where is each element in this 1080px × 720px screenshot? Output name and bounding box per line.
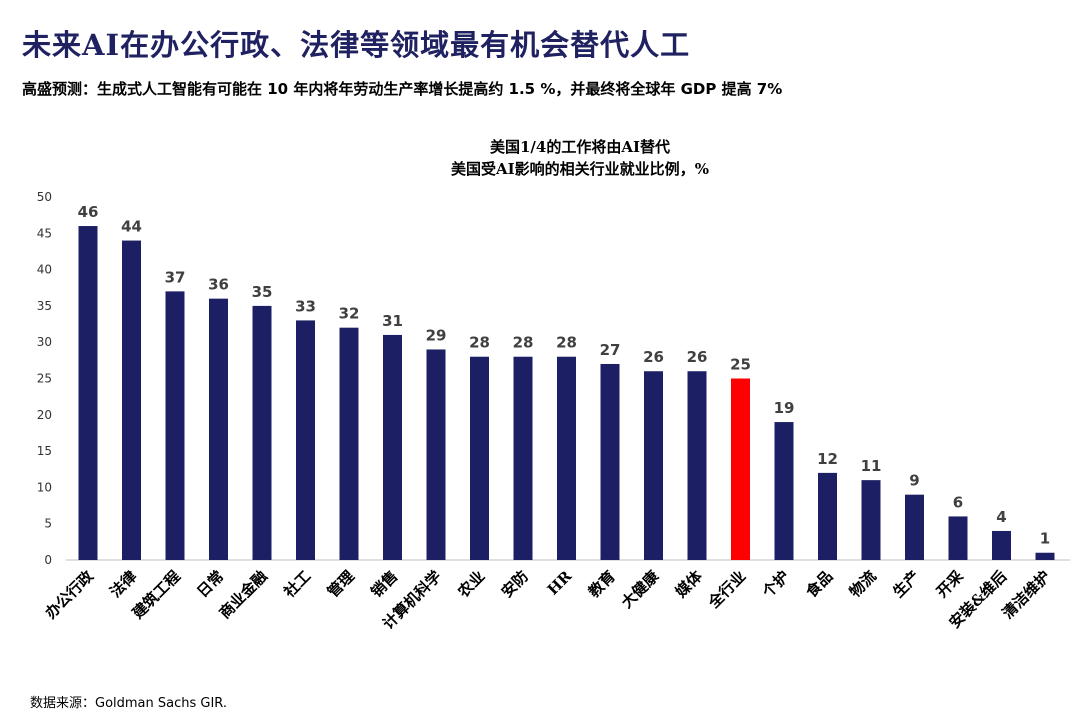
- x-category-label: 清洁维护: [999, 567, 1054, 622]
- bar: [383, 334, 402, 560]
- y-tick-label: 30: [37, 335, 52, 349]
- y-tick-label: 35: [37, 299, 52, 313]
- y-tick-label: 0: [44, 553, 52, 567]
- bar-value-label: 26: [687, 348, 708, 366]
- bar: [818, 472, 837, 560]
- bar: [948, 516, 968, 560]
- y-tick-label: 25: [37, 372, 52, 386]
- y-tick-label: 45: [37, 226, 52, 240]
- x-category-label: 法律: [106, 567, 140, 601]
- x-category-label: 日常: [193, 567, 227, 601]
- x-category-label: HR: [544, 567, 576, 599]
- bar-value-label: 28: [513, 334, 534, 352]
- bar-value-label: 9: [909, 472, 919, 490]
- x-category-label: 大健康: [618, 566, 663, 611]
- y-tick-label: 10: [37, 480, 52, 494]
- bar: [339, 327, 359, 560]
- x-category-label: 开采: [933, 566, 968, 601]
- x-category-label: 办公行政: [42, 566, 98, 622]
- bar-value-label: 12: [817, 450, 838, 468]
- bar: [78, 226, 98, 561]
- bar: [252, 305, 272, 560]
- x-category-label: 管理: [324, 567, 358, 601]
- x-category-label: 个护: [758, 567, 793, 602]
- bar: [165, 291, 185, 560]
- page-subtitle: 高盛预测：生成式人工智能有可能在 10 年内将年劳动生产率增长提高约 1.5 %…: [22, 80, 783, 98]
- bar: [731, 378, 750, 560]
- x-category-label: 农业: [454, 567, 489, 602]
- bar: [296, 320, 315, 560]
- x-category-label: 全行业: [704, 567, 749, 612]
- bar-value-label: 26: [643, 348, 664, 366]
- x-category-label: 物流: [846, 567, 880, 601]
- source-note: 数据来源：Goldman Sachs GIR.: [30, 696, 228, 711]
- bar: [470, 356, 489, 560]
- bar: [209, 298, 228, 560]
- chart-title-block: 美国1/4的工作将由AI替代 美国受AI影响的相关行业就业比例，%: [0, 136, 1080, 180]
- x-category-label: 安防: [498, 567, 532, 601]
- y-tick-label: 50: [37, 190, 52, 204]
- bar-value-label: 1: [1040, 530, 1050, 548]
- page-title: 未来AI在办公行政、法律等领域最有机会替代人工: [22, 28, 691, 62]
- bar-value-label: 44: [121, 218, 142, 236]
- bar-value-label: 32: [339, 305, 360, 323]
- bar: [122, 240, 141, 560]
- y-tick-label: 5: [44, 517, 52, 531]
- bar-value-label: 46: [78, 203, 99, 221]
- bar-value-label: 27: [600, 341, 621, 359]
- y-tick-label: 20: [37, 408, 52, 422]
- bar-value-label: 35: [252, 283, 273, 301]
- bar-value-label: 36: [208, 276, 229, 294]
- x-category-label: 商业金融: [216, 567, 271, 622]
- bar-value-label: 28: [469, 334, 490, 352]
- bar: [644, 371, 663, 560]
- bar: [861, 480, 881, 560]
- bar: [992, 530, 1011, 560]
- bar-value-label: 11: [861, 457, 882, 475]
- bar: [774, 422, 794, 560]
- bar: [513, 356, 533, 560]
- bar: [557, 356, 576, 560]
- bar-value-label: 4: [996, 508, 1006, 526]
- x-category-label: 社工: [280, 567, 315, 602]
- bar-value-label: 6: [953, 493, 963, 511]
- bar-value-label: 29: [426, 326, 447, 344]
- y-tick-label: 15: [37, 444, 52, 458]
- bar-value-label: 19: [774, 399, 795, 417]
- bar: [687, 371, 707, 560]
- x-category-label: 销售: [367, 567, 401, 601]
- bar-value-label: 31: [382, 312, 403, 330]
- bar: [426, 349, 446, 560]
- bar: [1035, 552, 1055, 560]
- x-category-label: 食品: [802, 567, 836, 601]
- bar-value-label: 37: [165, 268, 186, 286]
- y-tick-label: 40: [37, 263, 52, 277]
- chart-title: 美国1/4的工作将由AI替代: [489, 138, 670, 156]
- bar: [905, 494, 924, 560]
- x-category-label: 教育: [584, 567, 619, 602]
- bar-value-label: 25: [730, 356, 751, 374]
- chart-subtitle: 美国受AI影响的相关行业就业比例，%: [451, 160, 709, 178]
- bar-value-label: 33: [295, 297, 316, 315]
- bar: [600, 363, 620, 560]
- bar-value-label: 28: [556, 334, 577, 352]
- x-category-label: 媒体: [672, 566, 707, 601]
- x-category-label: 生产: [889, 567, 923, 601]
- x-category-label: 建筑工程: [129, 567, 184, 622]
